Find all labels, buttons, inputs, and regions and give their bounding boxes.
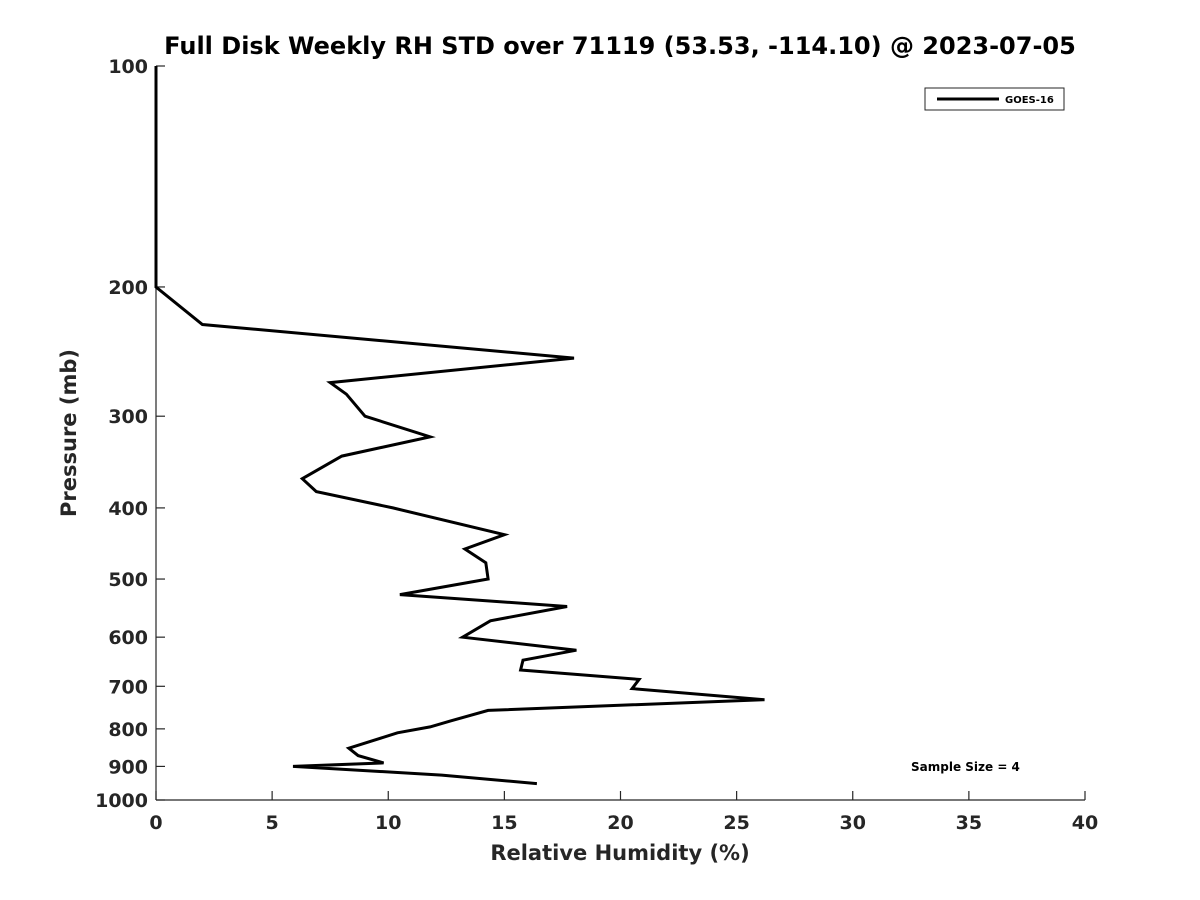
legend: GOES-16 xyxy=(924,87,1065,111)
x-tick-label: 30 xyxy=(840,812,866,834)
legend-label-goes16: GOES-16 xyxy=(1005,95,1054,106)
y-tick-label: 1000 xyxy=(95,790,148,812)
y-tick-label: 300 xyxy=(108,406,148,428)
x-tick-label: 40 xyxy=(1072,812,1098,834)
y-tick-label: 100 xyxy=(108,56,148,78)
y-tick-label: 200 xyxy=(108,277,148,299)
y-tick-label: 700 xyxy=(108,676,148,698)
x-tick-label: 35 xyxy=(956,812,982,834)
x-tick-label: 15 xyxy=(491,812,517,834)
chart-title: Full Disk Weekly RH STD over 71119 (53.5… xyxy=(164,32,1076,60)
series-layer xyxy=(154,66,765,786)
x-tick-label: 10 xyxy=(375,812,401,834)
series-line-goes16 xyxy=(154,66,765,786)
y-tick-label: 400 xyxy=(108,498,148,520)
x-tick-label: 20 xyxy=(607,812,633,834)
x-axis-label: Relative Humidity (%) xyxy=(490,841,749,865)
sample-size-annotation: Sample Size = 4 xyxy=(911,760,1020,774)
x-tick-label: 25 xyxy=(723,812,749,834)
x-tick-label: 5 xyxy=(266,812,279,834)
axes: 0 5 10 15 20 25 30 35 40 100 200 300 400 500 600 700 800… xyxy=(95,56,1098,834)
x-tick-label: 0 xyxy=(149,812,162,834)
y-tick-label: 500 xyxy=(108,569,148,591)
y-tick-label: 800 xyxy=(108,719,148,741)
y-tick-label: 600 xyxy=(108,627,148,649)
y-tick-label: 900 xyxy=(108,756,148,778)
y-axis-label: Pressure (mb) xyxy=(57,349,81,517)
